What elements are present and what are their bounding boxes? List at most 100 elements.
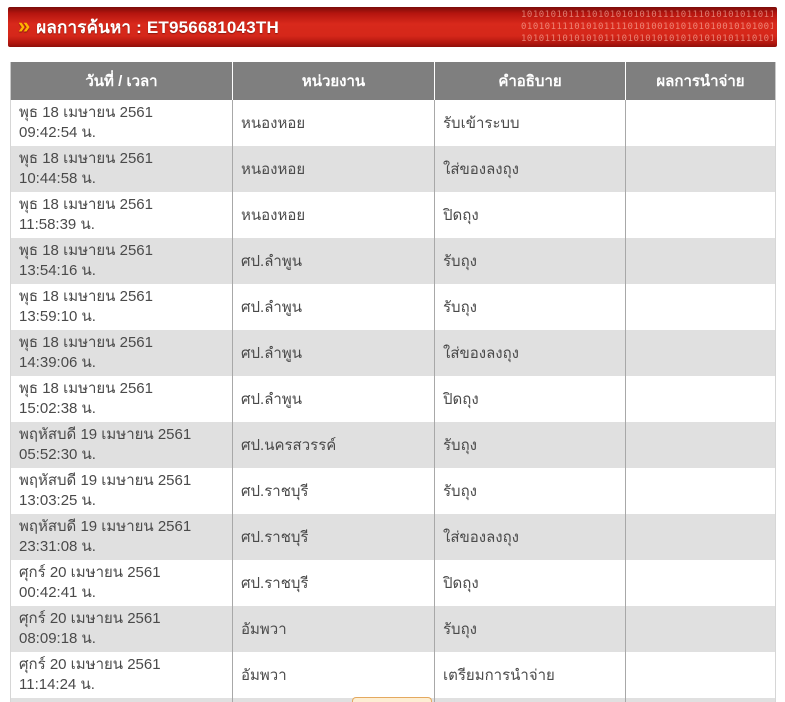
event-date: พฤหัสบดี 19 เมษายน 2561 xyxy=(19,426,192,443)
cell-description: รับถุง xyxy=(434,606,626,652)
cell-delivery-result xyxy=(625,606,776,652)
cell-date-time: พุธ 18 เมษายน 2561 15:02:38 น. xyxy=(10,376,233,422)
binary-pattern-decoration: 1010101011110101010101011110111010101011… xyxy=(521,9,773,47)
event-date: พุธ 18 เมษายน 2561 xyxy=(19,104,153,121)
cell-unit: ศป.ราชบุรี xyxy=(232,514,435,560)
cell-description: รับถุง xyxy=(434,468,626,514)
cell-description: รับถุง xyxy=(434,238,626,284)
cell-delivery-result xyxy=(625,560,776,606)
event-date: พุธ 18 เมษายน 2561 xyxy=(19,334,153,351)
event-date: พุธ 18 เมษายน 2561 xyxy=(19,380,153,397)
column-header-description: คำอธิบาย xyxy=(434,62,626,100)
binary-line: 1010101011110101010101011110111010101011… xyxy=(521,10,773,20)
event-time: 13:03:25 น. xyxy=(19,492,96,509)
cell-date-time: พุธ 18 เมษายน 2561 11:58:39 น. xyxy=(10,192,233,238)
cell-delivery-result xyxy=(625,376,776,422)
cell-date-time: ศุกร์ 20 เมษายน 2561 08:09:18 น. xyxy=(10,606,233,652)
column-header-delivery-result: ผลการนำจ่าย xyxy=(625,62,776,100)
event-time: 11:14:24 น. xyxy=(19,676,95,693)
cell-unit: อัมพวา xyxy=(232,606,435,652)
cell-unit: หนองหอย xyxy=(232,192,435,238)
double-chevron-icon: » xyxy=(18,13,30,38)
cell-date-time: พฤหัสบดี 19 เมษายน 2561 23:31:08 น. xyxy=(10,514,233,560)
event-time: 13:59:10 น. xyxy=(19,308,96,325)
event-date: ศุกร์ 20 เมษายน 2561 xyxy=(19,564,161,581)
cell-delivery-result xyxy=(625,330,776,376)
cell-description: รับถุง xyxy=(434,422,626,468)
table-row: พุธ 18 เมษายน 2561 13:54:16 น. ศป.ลำพูน … xyxy=(10,238,776,284)
table-row: พุธ 18 เมษายน 2561 09:42:54 น. หนองหอย ร… xyxy=(10,100,776,146)
cell-delivery-result xyxy=(625,146,776,192)
cell-unit: ศป.ลำพูน xyxy=(232,376,435,422)
cell-description: ปิดถุง xyxy=(434,192,626,238)
table-row: พุธ 18 เมษายน 2561 14:39:06 น. ศป.ลำพูน … xyxy=(10,330,776,376)
event-date: พุธ 18 เมษายน 2561 xyxy=(19,288,153,305)
table-row: พุธ 25 เมษายน 2561 09:00-11:59 น. อัมพวา… xyxy=(10,698,776,702)
table-row: ศุกร์ 20 เมษายน 2561 11:14:24 น. อัมพวา … xyxy=(10,652,776,698)
cell-unit: หนองหอย xyxy=(232,146,435,192)
table-row: พุธ 18 เมษายน 2561 11:58:39 น. หนองหอย ป… xyxy=(10,192,776,238)
event-time: 08:09:18 น. xyxy=(19,630,96,647)
cell-description: รับเข้าระบบ xyxy=(434,100,626,146)
cell-delivery-result xyxy=(625,192,776,238)
cell-unit: ศป.ลำพูน xyxy=(232,330,435,376)
event-date: พฤหัสบดี 19 เมษายน 2561 xyxy=(19,518,192,535)
cell-date-time: พฤหัสบดี 19 เมษายน 2561 05:52:30 น. xyxy=(10,422,233,468)
search-result-title: ผลการค้นหา : ET956681043TH xyxy=(36,17,279,37)
event-time: 09:42:54 น. xyxy=(19,124,96,141)
cell-delivery-result: อื่น ๆ xyxy=(625,698,776,702)
tracking-table: วันที่ / เวลา หน่วยงาน คำอธิบาย ผลการนำจ… xyxy=(10,62,776,702)
event-time: 13:54:16 น. xyxy=(19,262,96,279)
cell-delivery-result xyxy=(625,100,776,146)
event-time: 15:02:38 น. xyxy=(19,400,96,417)
table-row: พุธ 18 เมษายน 2561 10:44:58 น. หนองหอย ใ… xyxy=(10,146,776,192)
cell-date-time: ศุกร์ 20 เมษายน 2561 11:14:24 น. xyxy=(10,652,233,698)
partial-button[interactable] xyxy=(352,697,432,702)
cell-description: ใส่ของลงถุง xyxy=(434,146,626,192)
cell-delivery-result xyxy=(625,238,776,284)
cell-unit: อัมพวา xyxy=(232,698,435,702)
tracking-table-body: พุธ 18 เมษายน 2561 09:42:54 น. หนองหอย ร… xyxy=(10,100,776,702)
event-date: พุธ 18 เมษายน 2561 xyxy=(19,196,153,213)
cell-unit: อัมพวา xyxy=(232,652,435,698)
cell-date-time: พุธ 18 เมษายน 2561 13:54:16 น. xyxy=(10,238,233,284)
table-header-row: วันที่ / เวลา หน่วยงาน คำอธิบาย ผลการนำจ… xyxy=(10,62,776,100)
cell-unit: ศป.ราชบุรี xyxy=(232,468,435,514)
table-row: พฤหัสบดี 19 เมษายน 2561 13:03:25 น. ศป.ร… xyxy=(10,468,776,514)
cell-description: ปิดถุง xyxy=(434,376,626,422)
cell-date-time: พุธ 18 เมษายน 2561 14:39:06 น. xyxy=(10,330,233,376)
event-time: 00:42:41 น. xyxy=(19,584,96,601)
table-row: พฤหัสบดี 19 เมษายน 2561 05:52:30 น. ศป.น… xyxy=(10,422,776,468)
table-row: พุธ 18 เมษายน 2561 13:59:10 น. ศป.ลำพูน … xyxy=(10,284,776,330)
cell-date-time: พุธ 18 เมษายน 2561 13:59:10 น. xyxy=(10,284,233,330)
cell-unit: ศป.ลำพูน xyxy=(232,284,435,330)
cell-description: เตรียมการนำจ่าย xyxy=(434,652,626,698)
event-time: 23:31:08 น. xyxy=(19,538,96,555)
table-row: ศุกร์ 20 เมษายน 2561 08:09:18 น. อัมพวา … xyxy=(10,606,776,652)
cell-delivery-result xyxy=(625,514,776,560)
cell-delivery-result xyxy=(625,468,776,514)
event-date: พฤหัสบดี 19 เมษายน 2561 xyxy=(19,472,192,489)
column-header-date-time: วันที่ / เวลา xyxy=(10,62,233,100)
table-row: พฤหัสบดี 19 เมษายน 2561 23:31:08 น. ศป.ร… xyxy=(10,514,776,560)
cell-date-time: พฤหัสบดี 19 เมษายน 2561 13:03:25 น. xyxy=(10,468,233,514)
cell-description: ปิดถุง xyxy=(434,560,626,606)
cell-date-time: พุธ 18 เมษายน 2561 09:42:54 น. xyxy=(10,100,233,146)
binary-line: 1010111010101011101010101010101010101110… xyxy=(521,34,773,44)
cell-unit: หนองหอย xyxy=(232,100,435,146)
search-result-header: 1010101011110101010101011110111010101011… xyxy=(8,7,777,47)
binary-line: 0101011110101011110101001010101010010101… xyxy=(521,22,773,32)
event-time: 14:39:06 น. xyxy=(19,354,96,371)
cell-description: ใส่ของลงถุง xyxy=(434,514,626,560)
cell-delivery-result xyxy=(625,652,776,698)
cell-date-time: พุธ 18 เมษายน 2561 10:44:58 น. xyxy=(10,146,233,192)
cell-delivery-result xyxy=(625,422,776,468)
cell-delivery-result xyxy=(625,284,776,330)
cell-date-time: ศุกร์ 20 เมษายน 2561 00:42:41 น. xyxy=(10,560,233,606)
event-time: 10:44:58 น. xyxy=(19,170,96,187)
event-date: ศุกร์ 20 เมษายน 2561 xyxy=(19,610,161,627)
cell-description: สถานะการนำจ่าย xyxy=(434,698,626,702)
column-header-unit: หน่วยงาน xyxy=(232,62,435,100)
event-date: พุธ 18 เมษายน 2561 xyxy=(19,242,153,259)
